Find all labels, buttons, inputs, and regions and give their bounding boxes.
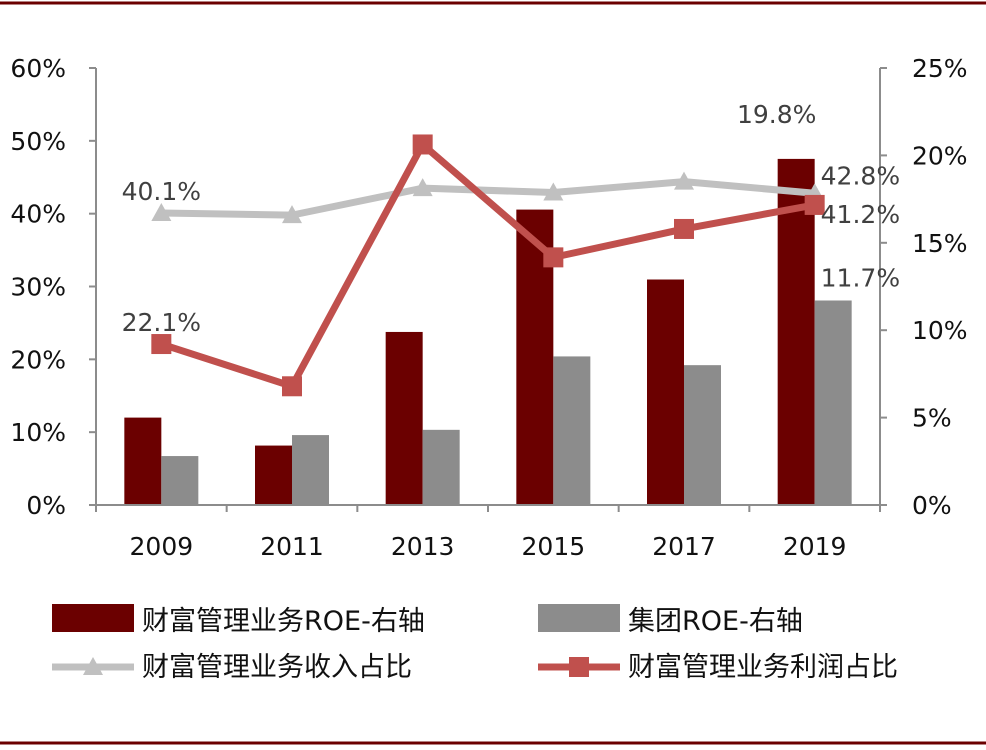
right-tick-label: 10% <box>912 316 968 345</box>
legend-label-group-roe: 集团ROE-右轴 <box>628 606 803 637</box>
point-profit-share <box>543 247 564 268</box>
data-label: 19.8% <box>737 100 816 129</box>
axes-layer: 0% 10% 20% 30% 40% 50% 60% 0% 5% 10% 15% 20% 25% 2009… <box>10 54 967 561</box>
legend-label-wealth-roe: 财富管理业务ROE-右轴 <box>142 606 425 637</box>
data-label: 22.1% <box>122 308 201 337</box>
left-tick-label: 20% <box>10 345 66 374</box>
point-revenue-share <box>543 182 564 201</box>
left-tick-label: 0% <box>26 491 66 520</box>
point-revenue-share <box>151 202 172 221</box>
x-tick-label: 2019 <box>783 532 847 561</box>
legend-label-profit-share: 财富管理业务利润占比 <box>628 652 898 683</box>
bar-wealth-roe <box>255 445 292 505</box>
left-tick-label: 60% <box>10 54 66 83</box>
bar-group-roe <box>161 456 199 505</box>
line-revenue-share <box>161 178 815 219</box>
legend-marker-profit-share <box>569 657 589 677</box>
bar-group-roe <box>553 356 591 505</box>
legend-swatch-group-roe <box>538 604 620 632</box>
point-profit-share <box>412 134 433 155</box>
point-profit-share <box>282 376 302 397</box>
data-label: 40.1% <box>122 177 201 206</box>
data-label: 41.2% <box>821 200 900 229</box>
data-label: 11.7% <box>821 263 900 292</box>
bar-wealth-roe <box>124 417 162 505</box>
left-tick-label: 30% <box>10 273 66 302</box>
bar-group-roe <box>684 365 721 505</box>
bars-layer <box>124 158 852 505</box>
point-profit-share <box>151 334 172 355</box>
right-tick-label: 20% <box>912 141 968 170</box>
bar-wealth-roe <box>777 158 815 505</box>
point-profit-share <box>804 194 825 215</box>
data-labels-layer: 19.8% 40.1% 42.8% 41.2% 11.7% 22.1% <box>122 100 900 337</box>
point-profit-share <box>674 218 694 239</box>
bar-group-roe <box>422 429 460 505</box>
point-revenue-share <box>674 171 694 190</box>
right-tick-label: 0% <box>912 491 952 520</box>
bar-wealth-roe <box>385 331 423 505</box>
x-tick-label: 2017 <box>652 532 716 561</box>
legend-label-revenue-share: 财富管理业务收入占比 <box>142 652 412 683</box>
point-revenue-share <box>282 205 302 224</box>
data-label: 42.8% <box>821 161 900 190</box>
left-tick-label: 40% <box>10 200 66 229</box>
x-tick-label: 2015 <box>522 532 586 561</box>
bar-wealth-roe <box>647 279 684 505</box>
legend-swatch-wealth-roe <box>52 604 134 632</box>
right-tick-label: 5% <box>912 404 952 433</box>
bar-group-roe <box>292 435 329 505</box>
legend-marker-revenue-share <box>83 657 103 675</box>
x-tick-label: 2013 <box>391 532 455 561</box>
x-tick-label: 2011 <box>260 532 324 561</box>
lines-layer <box>151 134 825 397</box>
line-profit-share <box>160 140 816 390</box>
bar-group-roe <box>814 300 852 505</box>
left-tick-label: 10% <box>10 418 66 447</box>
point-revenue-share <box>412 178 433 197</box>
right-tick-label: 15% <box>912 229 968 258</box>
left-tick-label: 50% <box>10 127 66 156</box>
right-tick-label: 25% <box>912 54 968 83</box>
x-tick-label: 2009 <box>130 532 194 561</box>
